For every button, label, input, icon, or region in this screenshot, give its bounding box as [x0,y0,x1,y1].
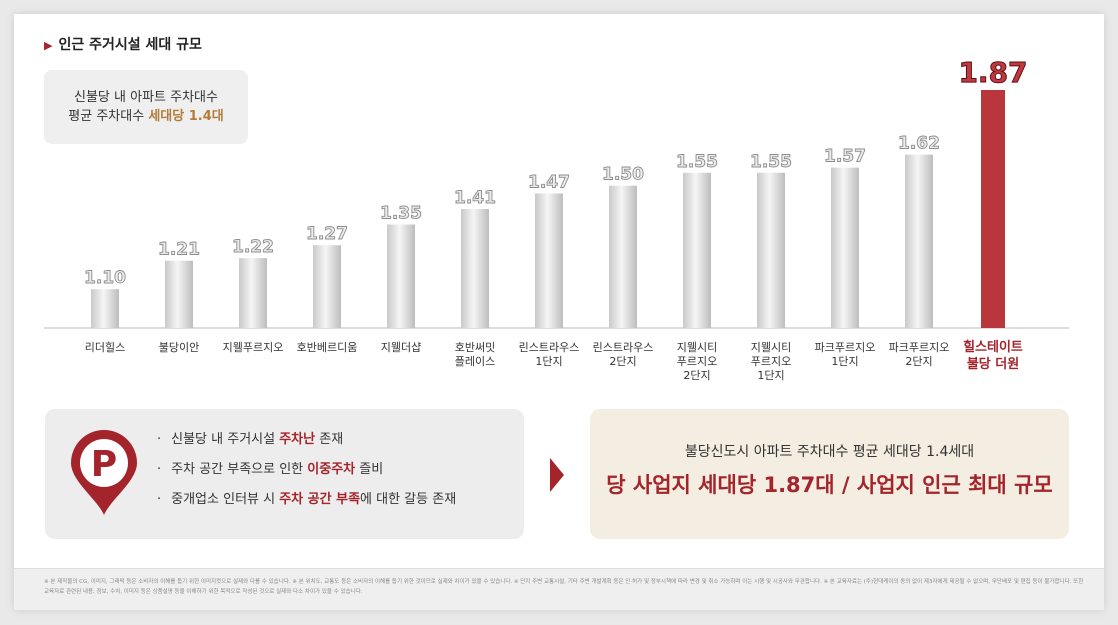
bar [91,289,119,328]
avg-note-prefix: 평균 주차대수 [68,109,149,124]
bar-value-label: 1.22 [232,237,274,257]
x-tick-label: 파크푸르지오 2단지 [889,341,950,368]
issue-text: 신불당 내 주거시설 [171,432,280,447]
issue-text: 존재 [315,432,344,447]
avg-note-highlight: 세대당 1.4대 [148,109,224,124]
bar-value-label: 1.47 [528,172,570,192]
summary-box: 불당신도시 아파트 주차대수 평균 세대당 1.4세대 당 사업지 세대당 1.… [590,409,1069,539]
bar-value-label: 1.50 [602,165,644,185]
parking-pin-icon: P [71,430,137,515]
bullet: · [157,492,162,507]
bar [165,260,193,328]
bar-value-label: 1.57 [824,147,866,167]
bar [535,193,563,328]
issue-text: 주차 공간 부족으로 인한 [171,462,308,477]
x-tick-label: 호반써밋 플레이스 [455,341,495,368]
bar-value-label: 1.87 [958,56,1027,89]
avg-parking-note: 신불당 내 아파트 주차대수 평균 주차대수 세대당 1.4대 [44,70,248,144]
bar-value-label: 1.10 [84,268,126,288]
bar-value-label: 1.35 [380,204,422,224]
x-tick-label: 지웰푸르지오 [223,341,284,354]
parking-bar-chart: 1.10 리더힐스 1.21 불당이안 1.22 지웰푸르지오 1.27 호반베르디움 1.35… [44,56,1069,382]
x-tick-label: 지웰시티 푸르지오 1단지 [751,341,791,382]
bar-value-label: 1.41 [454,188,496,208]
bullet: · [157,462,162,477]
x-tick-label: 힐스테이트 불당 더원 [963,339,1023,372]
svg-text:P: P [91,444,117,485]
issue-item: · 신불당 내 주거시설 주차난 존재 [157,429,456,459]
x-tick-label: 린스트라우스 2단지 [593,341,654,368]
summary-line2: 당 사업지 세대당 1.87대 / 사업지 인근 최대 규모 [606,473,1053,497]
triangle-icon: ▶ [44,39,53,52]
page-title-text: 인근 주거시설 세대 규모 [58,37,202,53]
bar [461,209,489,328]
bar [757,172,785,328]
bar-value-label: 1.62 [898,134,940,154]
page-title: ▶ 인근 주거시설 세대 규모 [44,34,202,54]
arrow-right-icon [550,458,564,492]
bar [239,258,267,328]
issue-highlight: 이중주차 [307,462,356,477]
issue-text: 즐비 [355,462,384,477]
x-tick-label: 지웰더샵 [381,341,421,354]
bar-value-label: 1.55 [750,152,792,172]
bar [905,154,933,328]
bar-value-label: 1.55 [676,152,718,172]
footnote: ※ 본 제작물의 CG, 이미지, 그래픽 등은 소비자의 이해를 돕기 위한 … [14,568,1104,610]
x-tick-label: 불당이안 [159,341,199,354]
issue-item: · 중개업소 인터뷰 시 주차 공간 부족에 대한 갈등 존재 [157,489,456,519]
bar [313,245,341,328]
bar [609,185,637,328]
bar-highlight [981,90,1005,328]
bar [831,167,859,328]
bar-value-label: 1.21 [158,240,200,260]
x-tick-label: 지웰시티 푸르지오 2단지 [677,341,717,382]
issue-highlight: 주차난 [279,432,316,447]
avg-note-line2: 평균 주차대수 세대당 1.4대 [68,107,223,126]
bullet: · [157,432,162,447]
issue-highlight: 주차 공간 부족 [279,492,361,507]
summary-line1: 불당신도시 아파트 주차대수 평균 세대당 1.4세대 [684,444,975,460]
x-tick-label: 파크푸르지오 1단지 [815,341,876,368]
issue-text: 중개업소 인터뷰 시 [171,492,280,507]
issue-text: 에 대한 갈등 존재 [360,492,457,507]
bar [387,224,415,328]
x-tick-label: 린스트라우스 1단지 [519,341,580,368]
bar-value-label: 1.27 [306,224,348,244]
x-tick-label: 호반베르디움 [297,341,358,354]
issue-list: · 신불당 내 주거시설 주차난 존재 · 주차 공간 부족으로 인한 이중주차 즐… [157,429,456,519]
avg-note-line1: 신불당 내 아파트 주차대수 [74,90,218,105]
card: ▶ 인근 주거시설 세대 규모 신불당 내 아파트 주차대수 평균 주차대수 세대… [14,14,1104,610]
bar [683,172,711,328]
x-tick-label: 리더힐스 [85,341,125,354]
parking-issues-box: P · 신불당 내 주거시설 주차난 존재 · 주차 공간 부족으로 인한 이중주차… [45,409,524,539]
issue-item: · 주차 공간 부족으로 인한 이중주차 즐비 [157,459,456,489]
